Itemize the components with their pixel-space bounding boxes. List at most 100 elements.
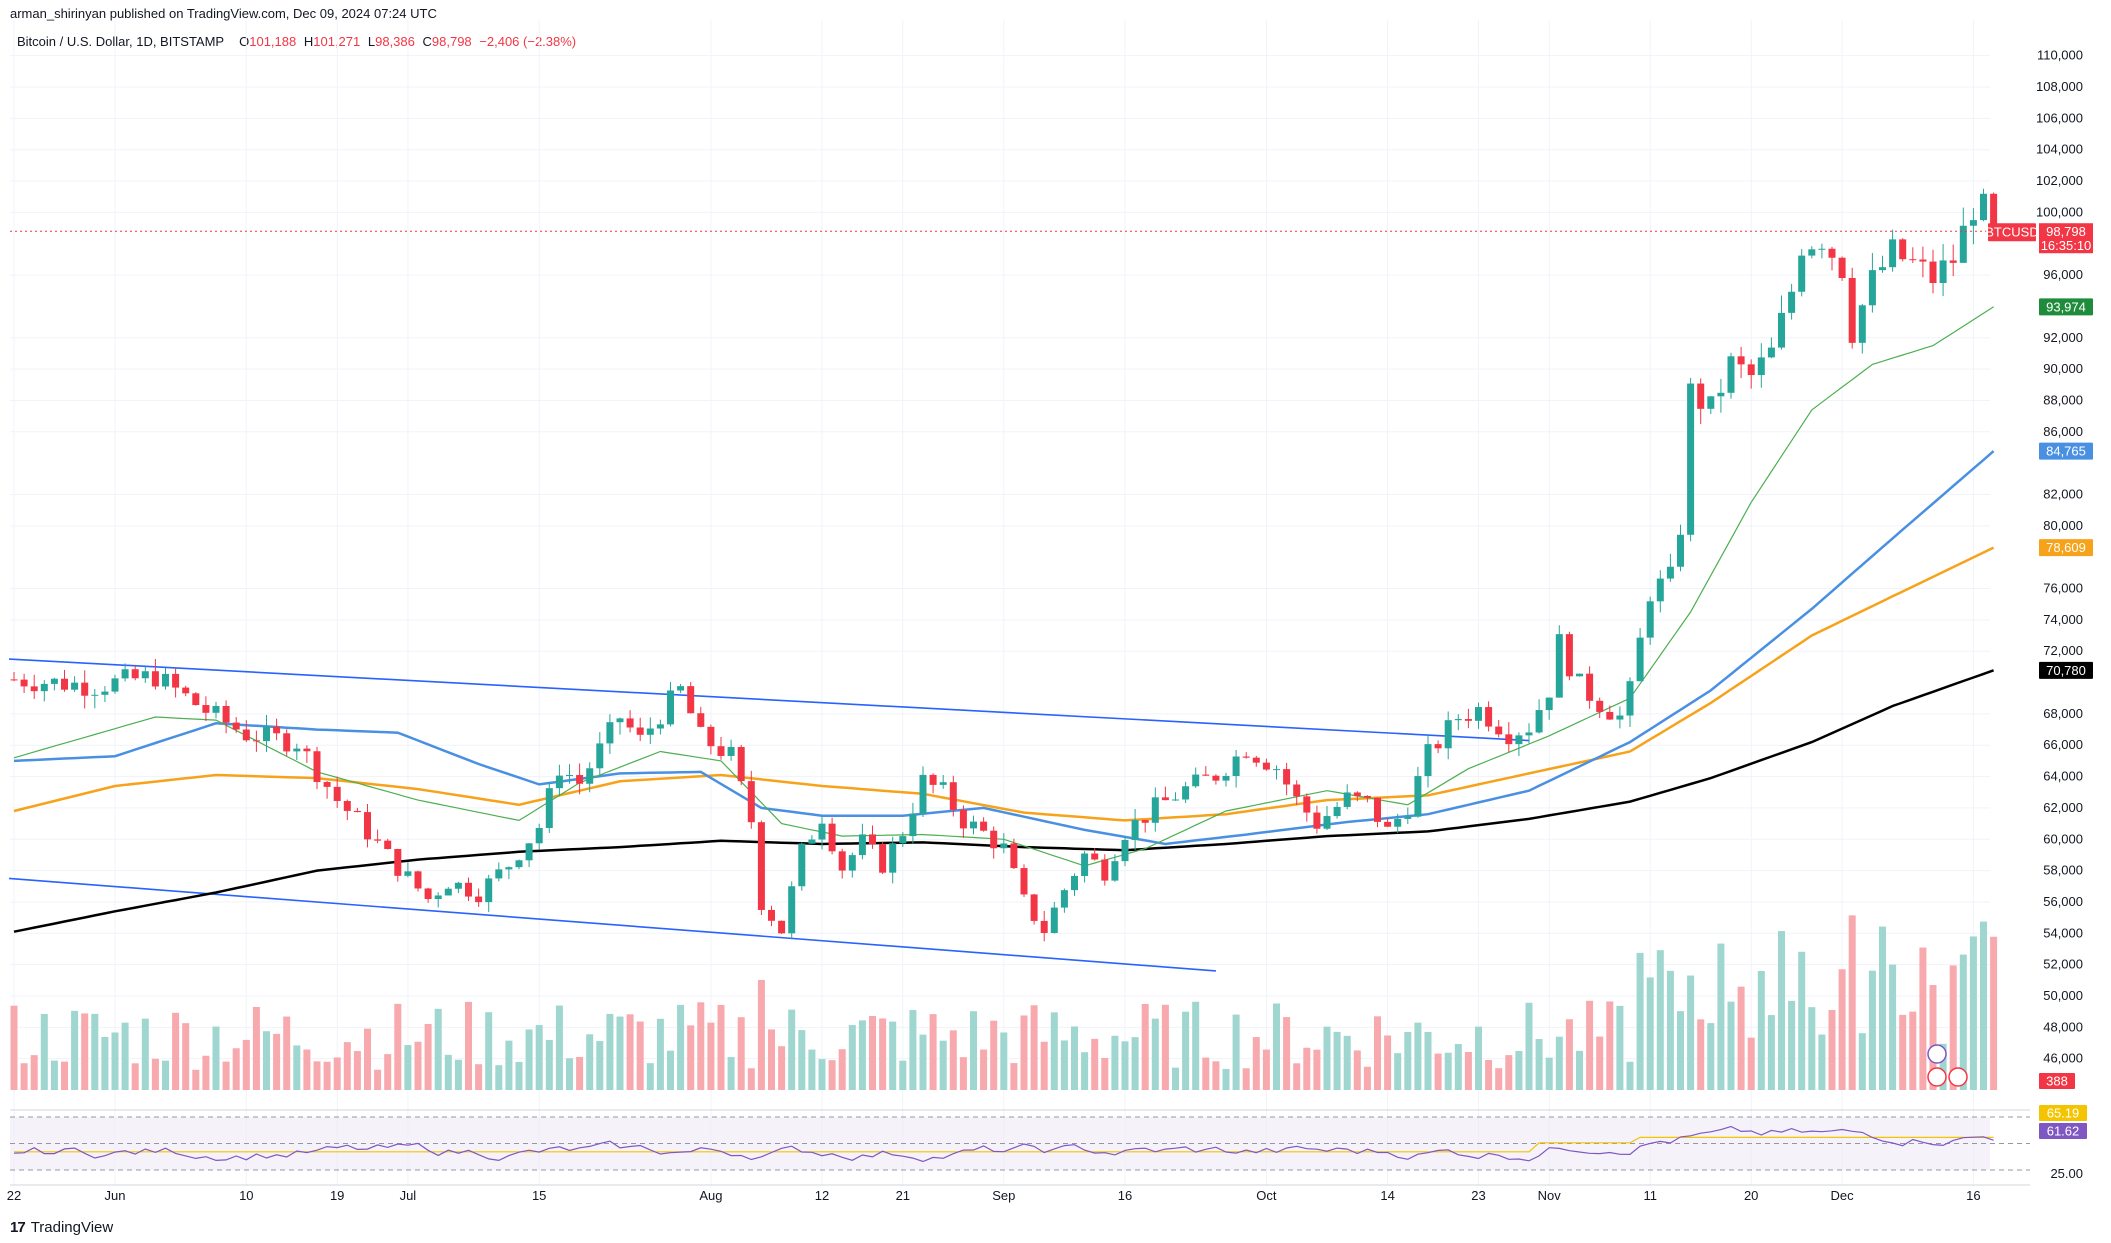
candle-body — [1050, 907, 1058, 934]
candle-body — [1515, 735, 1523, 745]
trendline-upper-channel — [8, 658, 1530, 742]
volume-bar — [1303, 1047, 1311, 1090]
symbol-title[interactable]: Bitcoin / U.S. Dollar, 1D, BITSTAMP — [17, 34, 224, 49]
volume-bar — [10, 1005, 18, 1090]
change-value: −2,406 (−2.38%) — [479, 34, 577, 49]
volume-bar — [1636, 952, 1644, 1090]
countdown-value: 16:35:10 — [2041, 238, 2092, 253]
volume-bar — [1535, 1039, 1543, 1090]
volume-bar — [1798, 951, 1806, 1090]
ma-value-tag: 84,765 — [2046, 444, 2086, 459]
ma-value-tag-bg — [2039, 661, 2093, 679]
candle-body — [1778, 312, 1785, 348]
volume-bar — [687, 1025, 695, 1090]
candle-body — [1293, 784, 1301, 797]
candle-body — [1424, 744, 1432, 777]
time-axis-tick: 11 — [1643, 1188, 1657, 1203]
volume-bar — [1899, 1014, 1907, 1090]
candle-body — [20, 679, 28, 687]
volume-bar — [899, 1060, 907, 1090]
candle-body — [475, 896, 483, 903]
candle-body — [667, 690, 674, 725]
time-axis-tick: 10 — [239, 1188, 253, 1203]
volume-bar — [1101, 1057, 1109, 1090]
candle-body — [980, 821, 988, 831]
volume-bar — [606, 1013, 614, 1090]
time-axis-tick: 23 — [1471, 1188, 1485, 1203]
volume-bar — [1485, 1060, 1493, 1090]
candle-body — [465, 882, 472, 897]
volume-bar — [172, 1012, 180, 1090]
volume-bar — [1626, 1061, 1634, 1090]
time-axis-tick: 19 — [330, 1188, 344, 1203]
candle-body — [1172, 799, 1179, 801]
volume-bar — [939, 1040, 947, 1090]
volume-bar — [1434, 1053, 1442, 1090]
time-axis-tick: 21 — [896, 1188, 910, 1203]
candle-body — [1151, 797, 1159, 823]
volume-bar — [1778, 931, 1785, 1090]
price-axis-tick: 86,000 — [2043, 424, 2083, 439]
candle-body — [1889, 239, 1897, 268]
candle-body — [1525, 732, 1533, 736]
volume-bar — [1333, 1031, 1341, 1090]
candle-body — [959, 809, 967, 829]
candle-body — [1848, 277, 1856, 343]
volume-bar — [131, 1063, 139, 1090]
candle-body — [1353, 792, 1361, 796]
volume-bar — [333, 1057, 341, 1090]
price-axis-tick: 64,000 — [2043, 769, 2083, 784]
candle-body — [1232, 756, 1240, 777]
candle-body — [1767, 347, 1775, 358]
candle-body — [313, 751, 321, 783]
volume-bar — [1111, 1035, 1119, 1090]
candle-body — [343, 801, 351, 811]
price-axis-tick: 96,000 — [2043, 267, 2083, 282]
candle-body — [1959, 225, 1967, 263]
candle-body — [879, 844, 887, 873]
volume-bar — [1161, 1004, 1169, 1090]
volume-value-tag-bg — [2039, 1073, 2075, 1089]
volume-bar — [858, 1020, 866, 1090]
volume-bar — [61, 1061, 68, 1090]
price-axis-tick: 46,000 — [2043, 1051, 2083, 1066]
volume-bar — [778, 1046, 786, 1090]
volume-bar — [1050, 1012, 1058, 1090]
current-price-tag-bg — [2039, 223, 2093, 254]
candle-body — [1182, 786, 1190, 800]
candle-body — [1919, 259, 1927, 262]
price-axis-tick: 48,000 — [2043, 1019, 2083, 1034]
volume-bar — [1252, 1037, 1260, 1090]
volume-bar — [1313, 1049, 1321, 1090]
rsi-ma-tag: 65.19 — [2047, 1106, 2080, 1121]
candle-body — [596, 743, 604, 769]
close-value: 98,798 — [431, 34, 472, 49]
volume-bar — [475, 1064, 483, 1090]
candle-body — [81, 682, 89, 696]
candle-body — [1646, 601, 1654, 638]
volume-bar — [555, 1005, 563, 1090]
ma-value-tag-bg — [2039, 539, 2093, 557]
tradingview-brand[interactable]: 17 TradingView — [10, 1219, 113, 1236]
candle-body — [202, 705, 210, 713]
volume-bar — [394, 1003, 402, 1090]
candle-body — [1666, 566, 1674, 579]
candle-body — [586, 768, 594, 784]
volume-bar — [434, 1008, 442, 1090]
volume-bar — [1505, 1055, 1513, 1090]
candle-body — [121, 669, 129, 679]
candle-body — [454, 882, 462, 889]
low-label: L — [367, 34, 376, 49]
symbol-legend: Bitcoin / U.S. Dollar, 1D, BITSTAMP O101… — [17, 34, 580, 49]
candle-body — [626, 718, 634, 728]
volume-bar — [1808, 1007, 1816, 1090]
candle-body — [1010, 843, 1018, 869]
candle-body — [1757, 357, 1765, 376]
candle-body — [1262, 762, 1270, 770]
volume-bar — [1818, 1034, 1826, 1090]
candle-body — [616, 718, 624, 723]
price-axis-tick: 72,000 — [2043, 643, 2083, 658]
candle-body — [1060, 890, 1068, 908]
candle-body — [990, 830, 998, 849]
